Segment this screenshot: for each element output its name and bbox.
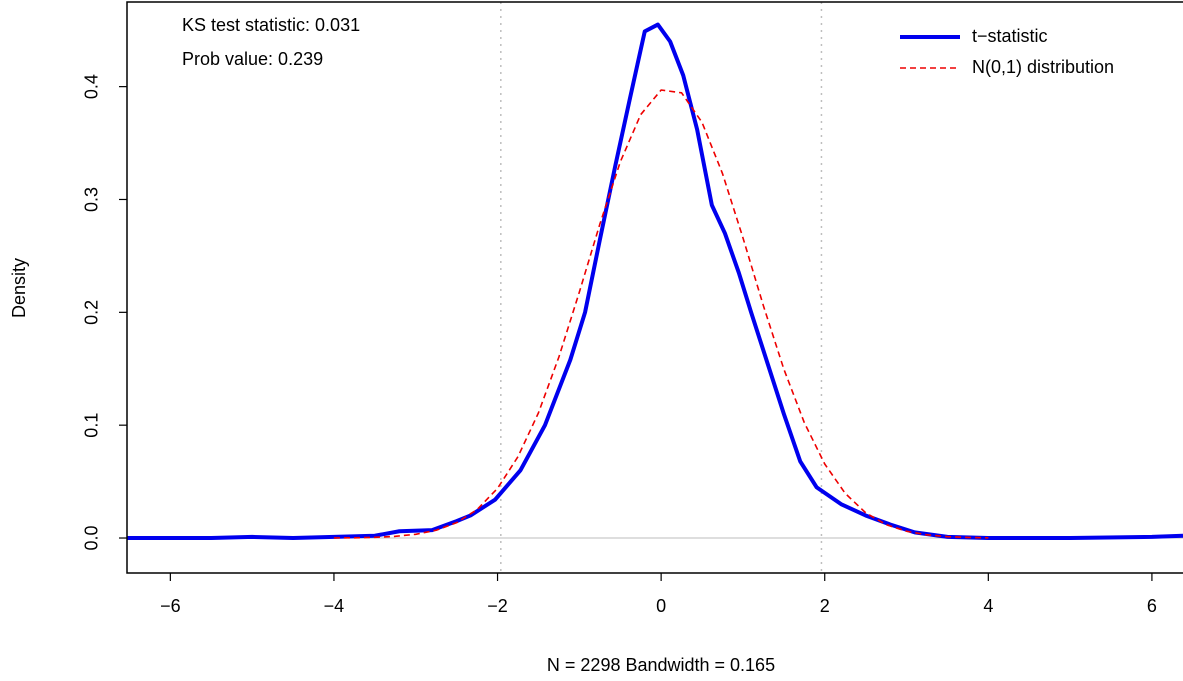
y-tick-label: 0.2 bbox=[82, 300, 102, 325]
x-tick-label: −6 bbox=[160, 596, 181, 616]
legend-label: N(0,1) distribution bbox=[972, 57, 1114, 77]
x-tick-label: 4 bbox=[983, 596, 993, 616]
y-tick-label: 0.3 bbox=[82, 187, 102, 212]
density-line bbox=[333, 89, 989, 539]
x-tick-label: 0 bbox=[656, 596, 666, 616]
x-axis-label: N = 2298 Bandwidth = 0.165 bbox=[547, 655, 775, 675]
x-tick-label: −4 bbox=[324, 596, 345, 616]
x-tick-label: 6 bbox=[1147, 596, 1157, 616]
annotation: KS test statistic: 0.031 bbox=[182, 15, 360, 35]
x-tick-label: −2 bbox=[487, 596, 508, 616]
x-tick-label: 2 bbox=[820, 596, 830, 616]
annotation: Prob value: 0.239 bbox=[182, 49, 323, 69]
plot-area bbox=[127, 2, 1183, 573]
y-tick-label: 0.1 bbox=[82, 413, 102, 438]
y-tick-label: 0.0 bbox=[82, 526, 102, 551]
legend-label: t−statistic bbox=[972, 26, 1048, 46]
density-line bbox=[127, 22, 1183, 541]
y-axis-label: Density bbox=[9, 258, 29, 318]
axis-frame bbox=[126, 1, 1183, 574]
y-tick-label: 0.4 bbox=[82, 74, 102, 99]
